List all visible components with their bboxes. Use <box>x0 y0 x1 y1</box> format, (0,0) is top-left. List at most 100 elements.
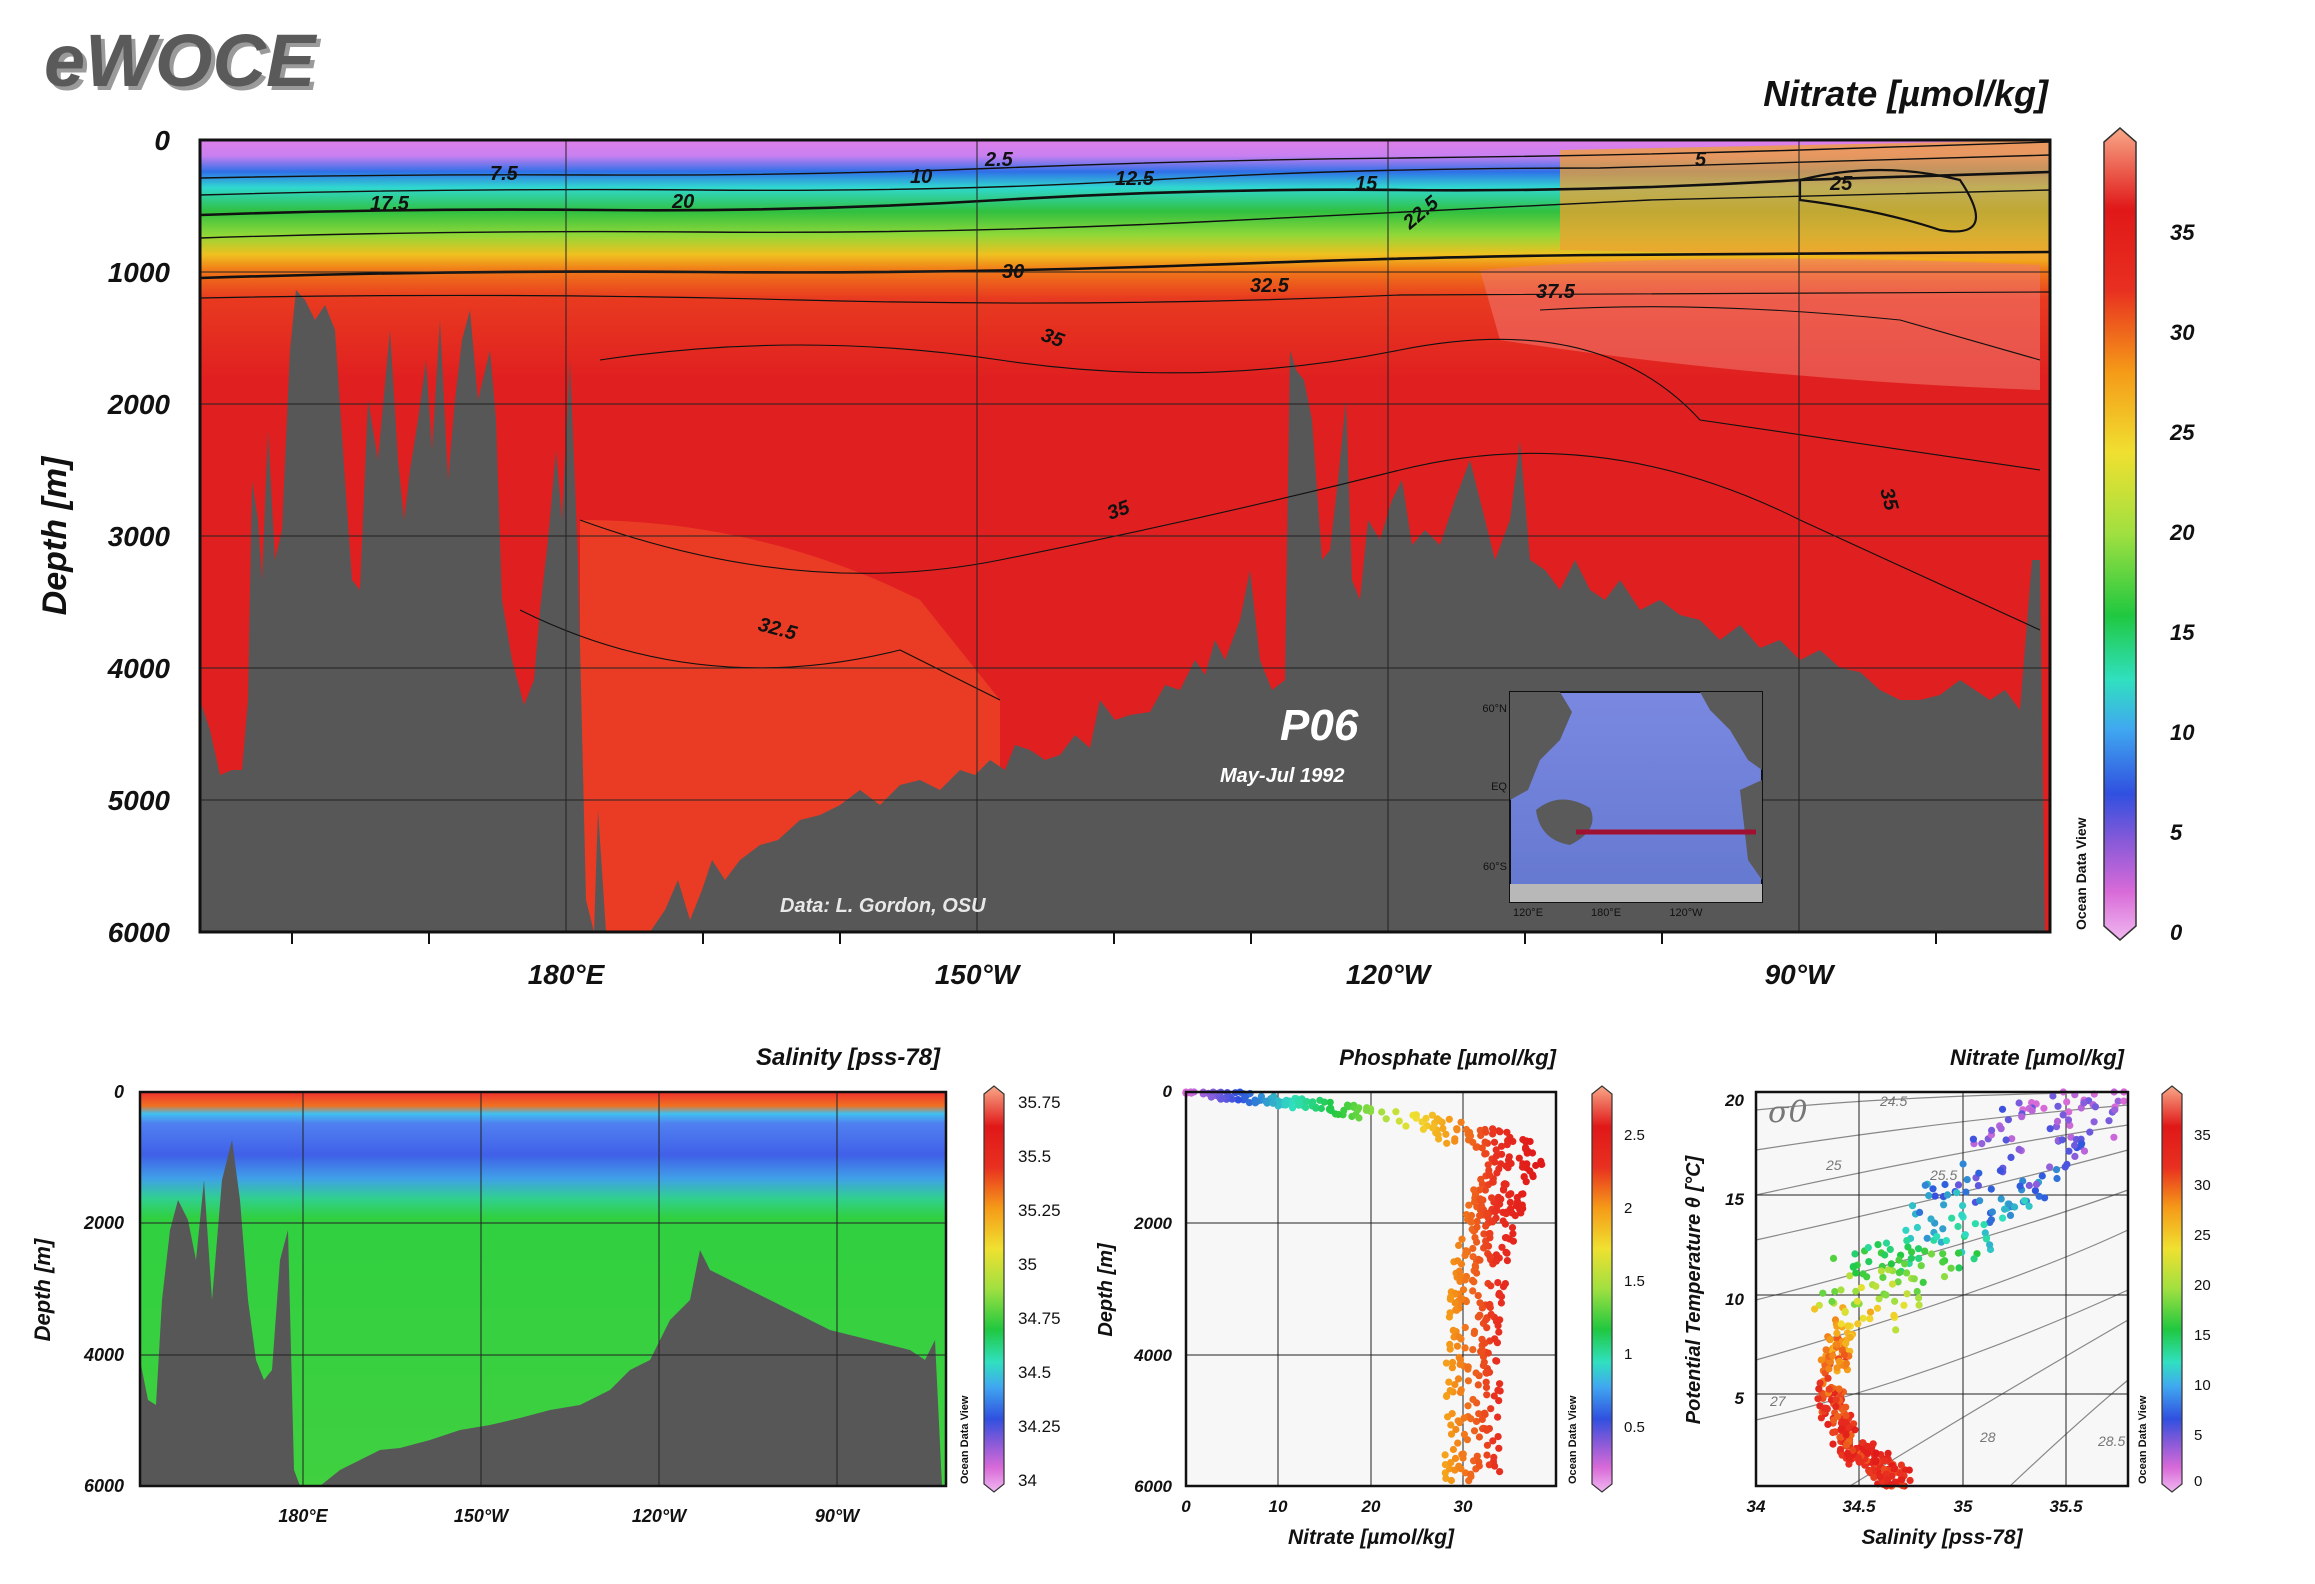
sigma-label: σ0 <box>1768 1095 1808 1130</box>
scatter-point <box>1507 1205 1515 1213</box>
phosphate-colorbar-ticks: 2.5 2 1.5 1 0.5 <box>1624 1127 1645 1436</box>
scatter-point <box>1479 1361 1487 1370</box>
cb-tick: 15 <box>2170 620 2195 645</box>
scatter-point <box>1874 1241 1882 1249</box>
scatter-point <box>1508 1224 1517 1232</box>
scatter-point <box>1378 1108 1386 1116</box>
scatter-point <box>1497 1299 1505 1307</box>
scatter-point <box>2046 1163 2054 1171</box>
scatter-point <box>1470 1278 1478 1286</box>
scatter-point <box>1484 1161 1492 1169</box>
scatter-point <box>1495 1127 1503 1135</box>
cb-tick: 35.75 <box>1018 1093 1061 1112</box>
scatter-point <box>1876 1473 1884 1481</box>
scatter-point <box>1497 1195 1505 1203</box>
scatter-point <box>1493 1169 1501 1177</box>
scatter-point <box>1814 1395 1822 1403</box>
contour-label: 10 <box>910 166 932 188</box>
scatter-point <box>2063 1098 2071 1106</box>
scatter-point <box>1852 1287 1860 1295</box>
scatter-point <box>1817 1356 1825 1364</box>
cb-tick: 20 <box>2194 1277 2211 1294</box>
density-label: 24.5 <box>1879 1093 1907 1109</box>
scatter-point <box>1884 1449 1892 1457</box>
odv-watermark: Ocean Data View <box>1567 1395 1579 1484</box>
scatter-point <box>1465 1128 1474 1136</box>
scatter-point <box>1463 1436 1471 1444</box>
cb-tick: 35.25 <box>1018 1201 1061 1220</box>
scatter-point <box>1854 1320 1862 1328</box>
scatter-point <box>1939 1225 1947 1233</box>
salinity-yticks: 0 2000 4000 6000 <box>83 1082 124 1496</box>
cb-tick: 1.5 <box>1624 1273 1645 1290</box>
scatter-point <box>1997 1125 2005 1133</box>
scatter-point <box>1506 1198 1514 1206</box>
scatter-point <box>1320 1098 1328 1106</box>
scatter-point <box>1490 1392 1498 1400</box>
scatter-point <box>2005 1200 2013 1208</box>
xtick: 120°W <box>632 1506 688 1526</box>
salinity-topography <box>140 1140 942 1486</box>
xtick: 150°W <box>454 1506 510 1526</box>
inset-lon: 120°E <box>1513 907 1543 919</box>
scatter-point <box>1959 1160 1967 1168</box>
cb-tick: 0 <box>2194 1473 2202 1490</box>
scatter-point <box>1470 1427 1479 1435</box>
scatter-point <box>1419 1125 1427 1133</box>
scatter-point <box>1987 1185 1995 1193</box>
scatter-point <box>1948 1214 1956 1222</box>
scatter-point <box>1473 1269 1481 1277</box>
scatter-point <box>1516 1202 1524 1210</box>
scatter-point <box>2120 1097 2128 1105</box>
scatter-point <box>1829 1254 1838 1262</box>
xtick: 90°W <box>815 1506 861 1526</box>
scatter-point <box>1822 1346 1830 1354</box>
ytick: 4000 <box>107 653 171 684</box>
scatter-point <box>1474 1292 1482 1300</box>
scatter-point <box>1988 1208 1996 1216</box>
scatter-point <box>1489 1130 1497 1138</box>
scatter-point <box>1842 1360 1850 1368</box>
contour-37-5 <box>1539 306 2041 361</box>
ytick: 3000 <box>108 521 171 552</box>
scatter-point <box>1941 1180 1949 1189</box>
salinity-frame <box>138 1090 948 1488</box>
cb-tick: 0.5 <box>1624 1419 1645 1436</box>
scatter-point <box>2110 1133 2118 1141</box>
scatter-point <box>1866 1315 1874 1323</box>
scatter-point <box>1234 1096 1242 1104</box>
ytick: 6000 <box>108 917 171 948</box>
scatter-point <box>1987 1216 1995 1224</box>
xtick: 30 <box>1454 1497 1473 1516</box>
scatter-point <box>1519 1190 1527 1198</box>
scatter-point <box>1459 1286 1468 1294</box>
scatter-point <box>1869 1440 1877 1448</box>
scatter-point <box>1891 1297 1899 1305</box>
scatter-point <box>1469 1244 1477 1253</box>
scatter-point <box>2018 1113 2026 1121</box>
scatter-point <box>1502 1234 1510 1242</box>
scatter-point <box>1433 1115 1442 1123</box>
scatter-point <box>1933 1233 1941 1241</box>
scatter-point <box>1882 1470 1890 1478</box>
scatter-point <box>2065 1147 2073 1155</box>
scatter-point <box>1483 1441 1491 1449</box>
scatter-point <box>1470 1186 1478 1194</box>
scatter-point <box>1442 1130 1450 1138</box>
ytick: 4000 <box>1133 1346 1172 1365</box>
phosphate-xticks: 0 10 20 30 <box>1181 1497 1473 1516</box>
scatter-point <box>1829 1440 1837 1448</box>
scatter-point <box>1898 1476 1906 1484</box>
scatter-point <box>1447 1430 1456 1438</box>
scatter-point <box>1309 1098 1317 1106</box>
ts-colorbar-ticks: 35 30 25 20 15 10 5 0 <box>2194 1127 2211 1490</box>
scatter-point <box>1975 1169 1983 1177</box>
scatter-point <box>2090 1118 2098 1126</box>
scatter-point <box>1910 1275 1918 1283</box>
scatter-point <box>1888 1280 1897 1288</box>
scatter-point <box>1826 1336 1834 1344</box>
scatter-point <box>1895 1256 1903 1264</box>
salinity-plot <box>138 1090 948 1488</box>
scatter-point <box>1467 1211 1476 1220</box>
